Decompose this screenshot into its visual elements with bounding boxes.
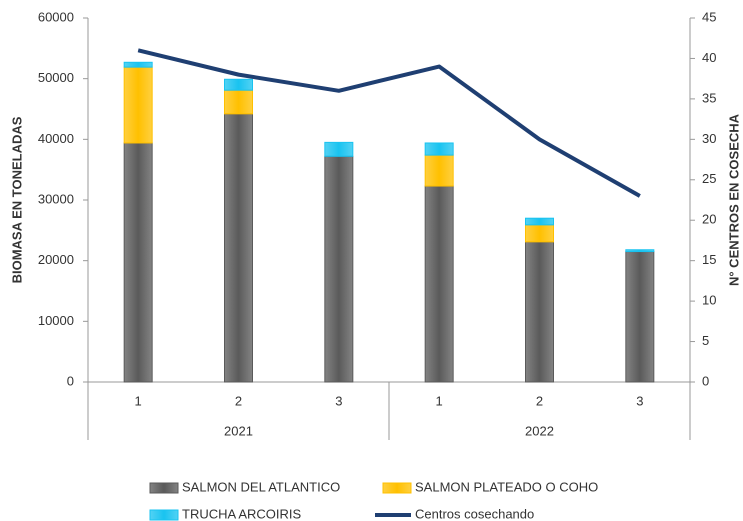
- bar-segment: [224, 78, 253, 91]
- bar-segment: [424, 142, 454, 156]
- y2-tick-label: 15: [702, 252, 716, 267]
- y-tick-label: 60000: [38, 9, 74, 24]
- y-axis-title: BIOMASA EN TONELADAS: [9, 116, 24, 283]
- y2-tick-label: 35: [702, 90, 716, 105]
- bar-segment: [424, 154, 454, 187]
- bar-segment: [424, 185, 454, 383]
- legend-label: TRUCHA ARCOIRIS: [182, 506, 302, 521]
- x-tick-label: 1: [135, 393, 142, 408]
- bar-segment: [123, 66, 153, 144]
- x-tick-label: 2: [235, 393, 242, 408]
- legend-label: SALMON PLATEADO O COHO: [415, 479, 598, 494]
- group-label: 2021: [224, 423, 253, 438]
- y2-tick-label: 25: [702, 171, 716, 186]
- y2-tick-label: 10: [702, 293, 716, 308]
- legend-swatch: [382, 482, 412, 494]
- x-tick-label: 3: [636, 393, 643, 408]
- x-tick-label: 3: [335, 393, 342, 408]
- bar-segment: [525, 217, 554, 226]
- y2-tick-label: 30: [702, 131, 716, 146]
- y-tick-label: 20000: [38, 252, 74, 267]
- y2-tick-label: 45: [702, 9, 716, 24]
- legend-swatch: [149, 509, 179, 521]
- y-tick-label: 10000: [38, 313, 74, 328]
- bar-segment: [224, 89, 253, 115]
- x-tick-label: 2: [536, 393, 543, 408]
- x-tick-label: 1: [436, 393, 443, 408]
- y2-axis-title: N° CENTROS EN COSECHA: [726, 113, 741, 286]
- legend-swatch: [149, 482, 179, 494]
- y-tick-label: 50000: [38, 70, 74, 85]
- legend-label: Centros cosechando: [415, 506, 534, 521]
- bar-segment: [525, 241, 554, 383]
- y2-tick-label: 0: [702, 373, 709, 388]
- bar-segment: [324, 155, 354, 383]
- legend-label: SALMON DEL ATLANTICO: [182, 479, 340, 494]
- y-tick-label: 40000: [38, 131, 74, 146]
- y2-tick-label: 20: [702, 212, 716, 227]
- y-tick-label: 30000: [38, 191, 74, 206]
- bar-segment: [625, 249, 655, 253]
- line-series: [137, 48, 641, 198]
- y2-tick-label: 5: [702, 333, 709, 348]
- bar-segment: [625, 251, 655, 383]
- y2-tick-label: 40: [702, 50, 716, 65]
- bar-segment: [525, 224, 554, 243]
- bar-segment: [324, 141, 354, 157]
- group-label: 2022: [525, 423, 554, 438]
- y-tick-label: 0: [67, 373, 74, 388]
- bar-segment: [123, 142, 153, 383]
- bar-segment: [123, 61, 153, 68]
- bar-segment: [224, 113, 253, 383]
